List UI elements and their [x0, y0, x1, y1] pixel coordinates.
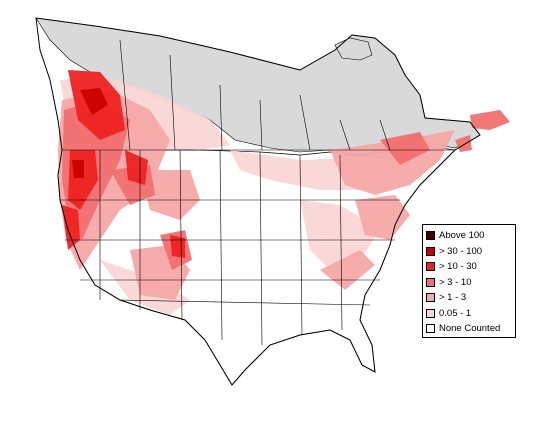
legend-label: > 30 - 100: [439, 245, 483, 257]
legend-entry: None Counted: [426, 321, 515, 337]
legend-entry: > 30 - 100: [426, 244, 515, 260]
legend-swatch: [426, 246, 435, 256]
legend-entry: 0.05 - 1: [426, 306, 515, 322]
legend-swatch: [426, 262, 435, 272]
map-legend: Above 100 > 30 - 100 > 10 - 30 > 3 - 10 > 1 …: [422, 224, 516, 338]
political-borders: [60, 39, 455, 346]
legend-swatch: [426, 277, 435, 287]
legend-entry: > 3 - 10: [426, 275, 515, 291]
legend-label: 0.05 - 1: [439, 307, 472, 319]
legend-swatch: [426, 231, 435, 241]
legend-label: > 3 - 10: [439, 276, 472, 288]
legend-swatch: [426, 324, 435, 334]
legend-label: > 10 - 30: [439, 261, 477, 273]
legend-label: > 1 - 3: [439, 292, 467, 304]
legend-swatch: [426, 293, 435, 303]
legend-entry: > 1 - 3: [426, 290, 515, 306]
legend-entry: Above 100: [426, 228, 515, 244]
legend-entry: > 10 - 30: [426, 259, 515, 275]
coastline: [35, 17, 481, 386]
legend-label: None Counted: [439, 323, 501, 335]
legend-swatch: [426, 308, 435, 318]
abundance-layer-peak: [72, 88, 108, 178]
legend-label: Above 100: [439, 230, 485, 242]
arctic-island: [334, 37, 373, 61]
